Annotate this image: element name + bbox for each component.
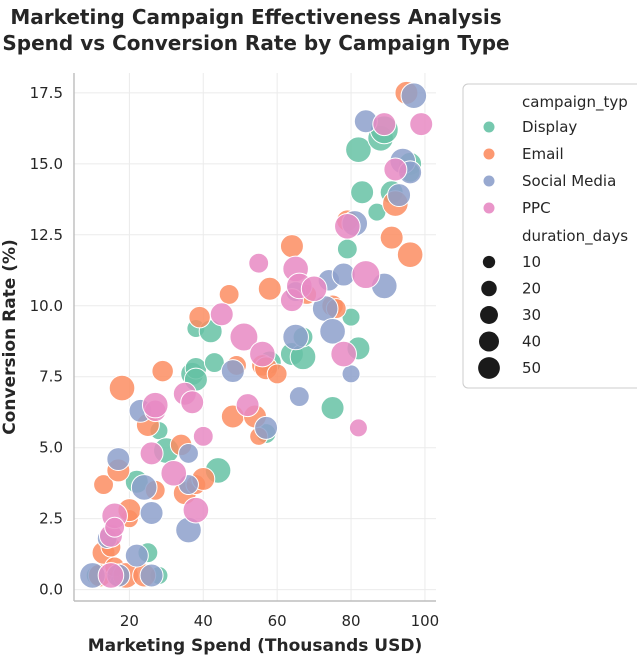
legend-size-marker (478, 357, 500, 379)
point-ppc (229, 322, 259, 352)
point-social-media (130, 474, 158, 501)
legend-size-label: 20 (522, 280, 541, 298)
x-axis-label: Marketing Spend (Thousands USD) (88, 636, 423, 656)
y-tick-label: 7.5 (39, 368, 63, 386)
point-social-media (178, 442, 199, 464)
legend-size-label: 40 (522, 333, 541, 351)
y-tick-label: 10.0 (30, 297, 63, 315)
point-ppc (409, 112, 434, 137)
point-social-media (139, 501, 164, 525)
point-ppc (348, 418, 368, 438)
point-ppc (372, 112, 397, 137)
point-social-media (319, 318, 346, 345)
y-tick-label: 12.5 (30, 226, 63, 244)
legend-size-marker (481, 280, 497, 297)
y-tick-label: 2.5 (39, 510, 63, 528)
point-email (266, 363, 288, 385)
point-social-media (106, 447, 131, 472)
chart-title-line-1: Marketing Campaign Effectiveness Analysi… (10, 5, 501, 29)
point-social-media (288, 386, 310, 408)
legend-marker-display (483, 121, 495, 133)
grid (74, 73, 436, 601)
x-tick-label: 80 (341, 612, 360, 630)
point-display (336, 238, 358, 260)
point-ppc (97, 562, 125, 589)
point-social-media (341, 364, 361, 384)
point-email (188, 305, 211, 329)
legend-label-email: Email (522, 145, 564, 163)
point-ppc (139, 441, 164, 466)
point-ppc (249, 340, 276, 368)
point-ppc (160, 459, 188, 487)
point-social-media (139, 563, 164, 588)
legend-size-label: 30 (522, 306, 541, 324)
legend-hue-title: campaign_typ (522, 93, 628, 112)
point-ppc (192, 425, 214, 447)
point-display (345, 136, 372, 163)
legend-label-social-media: Social Media (522, 172, 616, 190)
point-email (151, 359, 174, 383)
y-tick-label: 15.0 (30, 155, 63, 173)
x-tick-label: 20 (120, 612, 139, 630)
point-ppc (141, 391, 169, 419)
legend-size-label: 50 (522, 359, 541, 377)
point-ppc (104, 516, 126, 538)
point-display (320, 395, 345, 420)
x-tick-label: 100 (411, 612, 440, 630)
legend-size-marker (480, 306, 498, 324)
y-tick-label: 5.0 (39, 439, 63, 457)
x-tick-label: 40 (194, 612, 213, 630)
point-email (257, 276, 282, 301)
legend-size-marker (479, 331, 499, 352)
legend-marker-ppc (483, 202, 495, 214)
legend-hue-entries: Display Email Social Media PPC (483, 118, 616, 217)
point-ppc (182, 496, 210, 524)
point-social-media (387, 183, 412, 208)
point-email (108, 374, 136, 402)
point-ppc (248, 252, 270, 274)
y-axis-label: Conversion Rate (%) (0, 239, 20, 435)
y-tick-label: 17.5 (30, 84, 63, 102)
point-email (93, 474, 114, 496)
point-email (279, 234, 304, 259)
chart-title-line-2: Spend vs Conversion Rate by Campaign Typ… (2, 31, 509, 55)
point-ppc (334, 212, 361, 240)
legend-size-marker (482, 255, 496, 269)
legend-size-entries: 10 20 30 40 50 (478, 253, 541, 379)
point-ppc (330, 340, 357, 368)
x-tick-label: 60 (268, 612, 287, 630)
point-social-media (282, 323, 309, 351)
point-social-media (220, 359, 245, 384)
point-email (218, 283, 240, 305)
legend-label-ppc: PPC (522, 199, 551, 217)
point-ppc (383, 157, 408, 182)
axes-spines (73, 73, 436, 602)
legend-size-label: 10 (522, 253, 541, 271)
y-tick-label: 0.0 (39, 581, 63, 599)
point-ppc (300, 275, 328, 303)
point-ppc (180, 390, 205, 415)
point-social-media (124, 543, 149, 568)
legend-marker-social-media (483, 175, 495, 187)
point-social-media (254, 415, 279, 440)
point-ppc (351, 260, 381, 290)
point-social-media (400, 82, 428, 110)
data-points (79, 80, 434, 589)
point-ppc (235, 393, 260, 418)
point-display (350, 180, 375, 205)
point-email (379, 225, 404, 250)
legend-label-display: Display (522, 118, 577, 136)
x-tick-labels: 20 40 60 80 100 (120, 612, 439, 630)
point-ppc (209, 302, 234, 327)
legend-size-title: duration_days (522, 227, 628, 246)
legend-marker-email (483, 148, 495, 160)
point-email (396, 241, 424, 268)
legend-frame (462, 83, 637, 389)
point-display (203, 352, 225, 373)
legend: campaign_typ Display Email Social Media PPC… (462, 83, 637, 389)
y-tick-labels: 0.0 2.5 5.0 7.5 10.0 12.5 15.0 17.5 (30, 84, 63, 599)
